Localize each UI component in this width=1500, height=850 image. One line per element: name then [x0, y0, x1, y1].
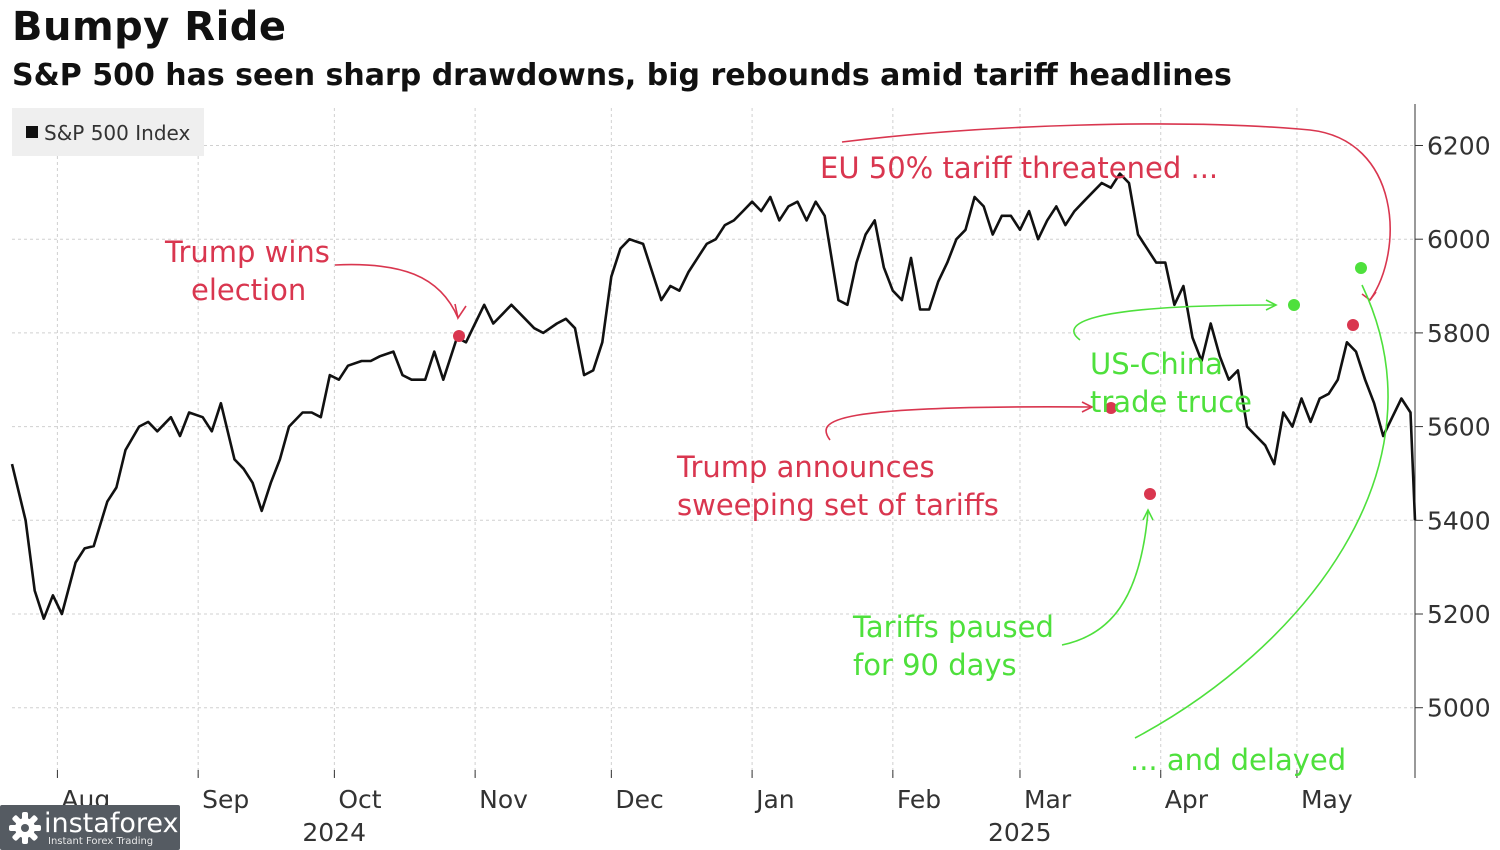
x-tick-label: Jan [754, 785, 795, 814]
annotation-truce-line2: trade truce [1090, 385, 1252, 419]
annotation-election-line2: election [191, 273, 306, 307]
watermark-tagline: Instant Forex Trading [48, 836, 154, 847]
marker-eu-threat [1347, 319, 1359, 331]
x-year-label: 2025 [988, 818, 1052, 847]
y-tick-label: 5000 [1427, 694, 1491, 723]
annotation-eu-tariff: EU 50% tariff threatened ... [820, 151, 1218, 185]
connector-delayed [1134, 284, 1389, 739]
x-tick-label: Sep [202, 785, 249, 814]
legend-swatch [26, 126, 38, 138]
marker-trade-truce [1288, 299, 1300, 311]
x-year-label: 2024 [302, 818, 366, 847]
x-tick-label: Nov [479, 785, 528, 814]
marker-election [453, 330, 465, 342]
grid [12, 108, 1415, 778]
connector-eu-arrowhead [1361, 291, 1377, 302]
y-tick-label: 5400 [1427, 506, 1491, 535]
annotation-delayed: ... and delayed [1130, 743, 1346, 777]
connector-truce [1073, 304, 1276, 341]
y-tick-label: 5600 [1427, 413, 1491, 442]
annotation-tariffs-line2: sweeping set of tariffs [677, 488, 999, 522]
marker-tariffs-announced [1105, 402, 1117, 414]
connector-tariffs [825, 406, 1091, 441]
watermark-brand: instaforex [44, 808, 179, 839]
connector-truce-arrowhead [1265, 299, 1278, 311]
connector-paused [1061, 511, 1149, 646]
legend-background [12, 108, 204, 156]
series-group [10, 172, 1417, 620]
connector-paused-arrowhead [1142, 508, 1154, 521]
chart-subtitle: S&P 500 has seen sharp drawdowns, big re… [12, 58, 1232, 93]
marker-eu-delayed [1355, 262, 1367, 274]
connector-election-arrowhead [454, 303, 467, 321]
annotation-election-line1: Trump wins [164, 235, 330, 269]
chart-title: Bumpy Ride [12, 4, 287, 50]
y-tick-label: 6000 [1427, 225, 1491, 254]
x-tick-label: Feb [897, 785, 941, 814]
connector-eu [841, 123, 1391, 301]
x-tick-label: Oct [338, 785, 381, 814]
x-tick-label: Mar [1024, 785, 1072, 814]
annotation-paused-line2: for 90 days [853, 648, 1017, 682]
y-tick-label: 5200 [1427, 600, 1491, 629]
connector-election [334, 263, 459, 319]
x-tick-label: Apr [1165, 785, 1209, 814]
connector-tariffs-arrowhead [1081, 401, 1094, 413]
watermark: instaforex Instant Forex Trading [0, 805, 180, 850]
legend-label: S&P 500 Index [44, 121, 190, 145]
marker-tariffs-paused [1144, 488, 1156, 500]
series-line-sp500 [10, 172, 1417, 620]
annotation-paused-line1: Tariffs paused [852, 610, 1054, 644]
annotation-truce-line1: US-China [1090, 347, 1223, 381]
x-tick-label: Dec [615, 785, 663, 814]
y-tick-label: 5800 [1427, 319, 1491, 348]
y-tick-label: 6200 [1427, 131, 1491, 160]
annotation-tariffs-line1: Trump announces [676, 450, 935, 484]
gear-logo-icon [9, 812, 41, 844]
x-tick-label: May [1301, 785, 1353, 814]
